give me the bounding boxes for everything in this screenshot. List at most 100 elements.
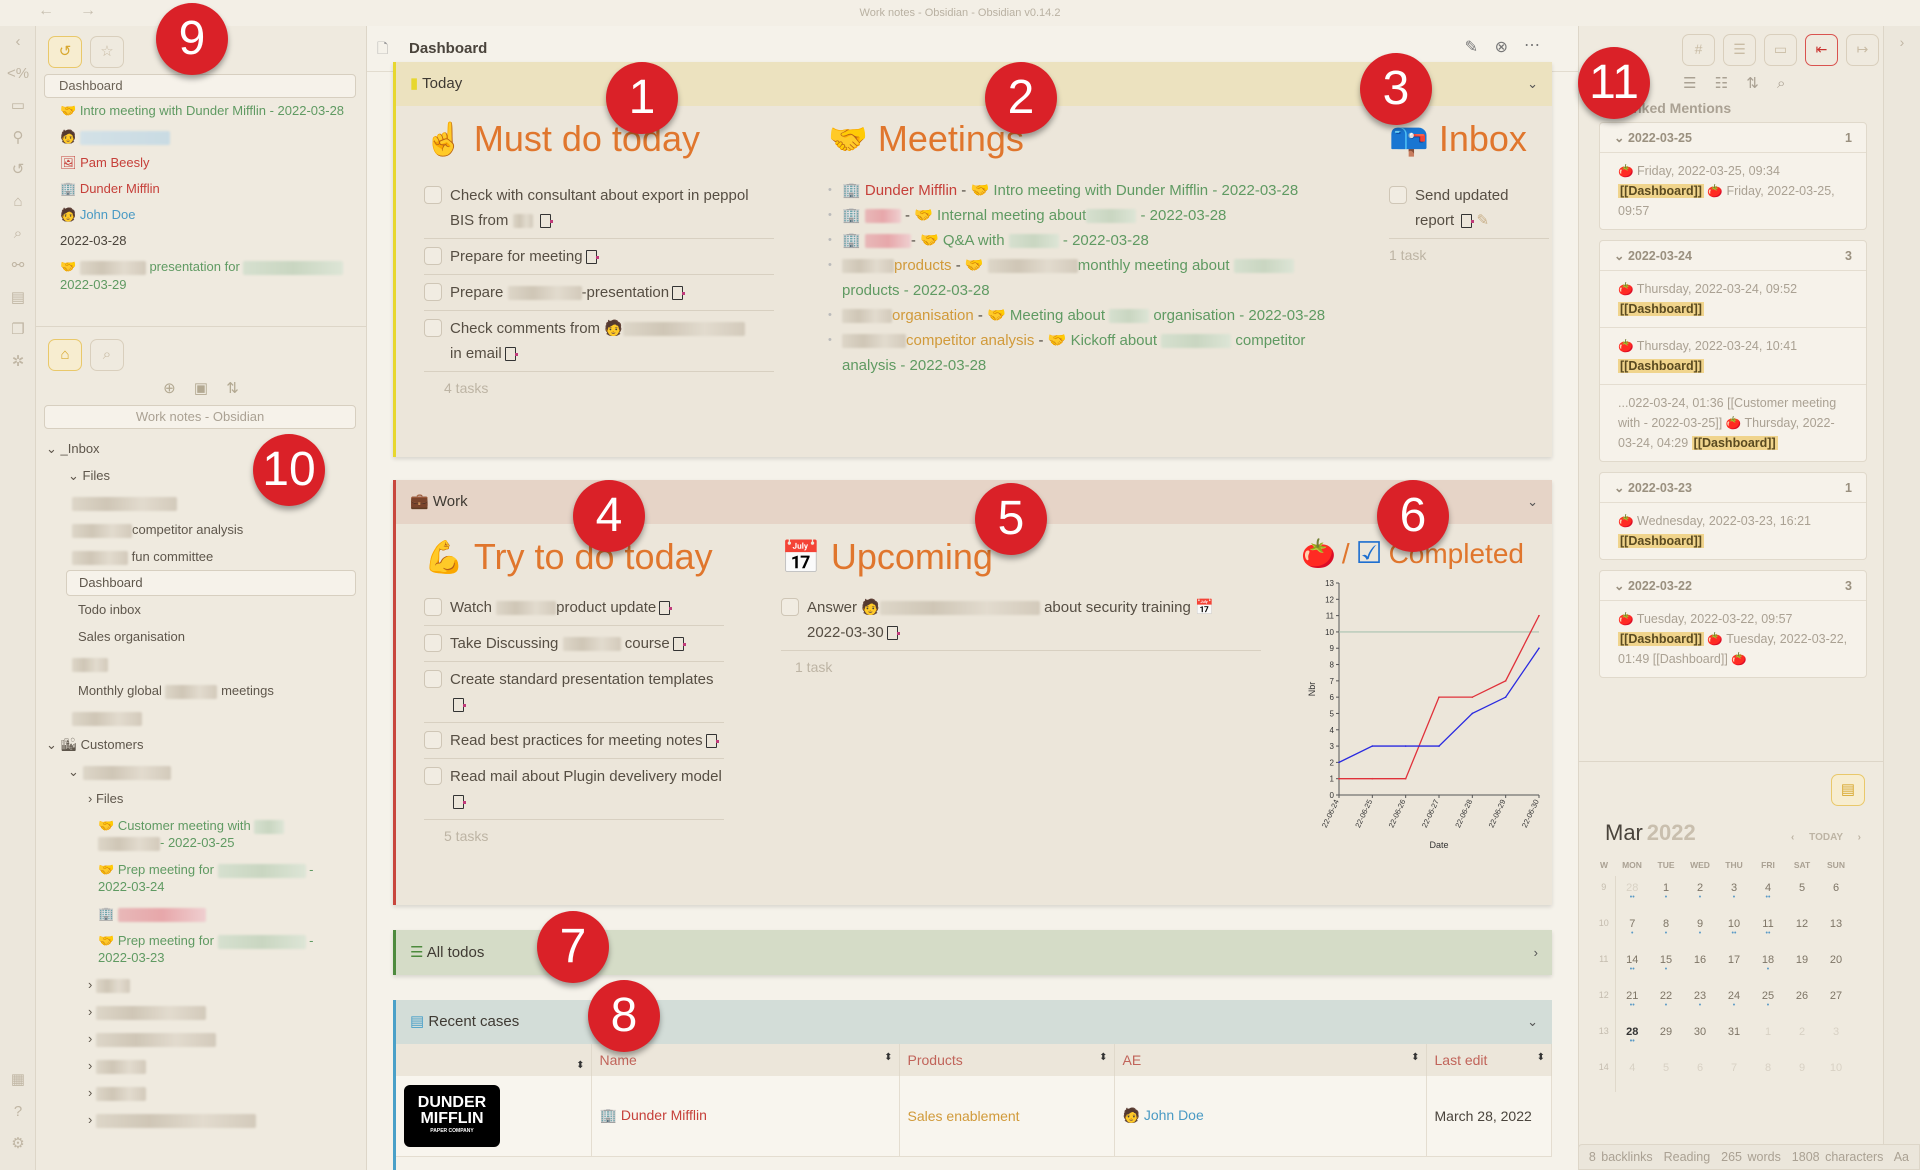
task-item[interactable]: Check comments from 🧑 in email [424, 311, 774, 372]
calendar-day[interactable]: 17 [1727, 954, 1741, 966]
new-note-icon[interactable]: ⊕ [163, 380, 176, 397]
task-item[interactable]: Prepare for meeting [424, 239, 774, 275]
tree-item[interactable]: Sales organisation [78, 629, 185, 644]
calendar-day[interactable]: 8 [1764, 1062, 1772, 1074]
today-button[interactable]: TODAY [1809, 832, 1843, 843]
task-item[interactable]: Check with consultant about export in pe… [424, 178, 774, 239]
tree-item[interactable]: 🤝 Customer meeting with - 2022-03-25 [46, 812, 366, 856]
calendar-day[interactable]: 10 [1829, 1062, 1843, 1074]
calendar-day[interactable]: 14 •• [1626, 954, 1639, 973]
mention-group-header[interactable]: ⌄ 2022-03-22 3 [1600, 571, 1866, 601]
settings-icon[interactable]: ⚙ [11, 1135, 25, 1152]
task-checkbox[interactable] [424, 283, 442, 301]
calendar-day[interactable]: 6 [1832, 882, 1840, 894]
meeting-item[interactable]: 🏢 - 🤝 Q&A with - 2022-03-28 [828, 228, 1328, 253]
calendar-day[interactable]: 25 • [1761, 990, 1775, 1009]
starred-tab[interactable]: ☆ [90, 36, 124, 68]
calendar-day[interactable]: 29 [1659, 1026, 1673, 1038]
template-button[interactable]: ▭ [1764, 34, 1797, 66]
task-checkbox[interactable] [424, 319, 442, 337]
recent-item[interactable]: 🖼 Pam Beesly [60, 155, 150, 170]
mention-item[interactable]: 🍅 Friday, 2022-03-25, 09:34 [[Dashboard]… [1618, 164, 1835, 218]
calendar-day[interactable]: 2 • [1696, 882, 1704, 901]
task-item[interactable]: Read mail about Plugin develivery model [424, 759, 724, 820]
collapse-results-icon[interactable]: ☰ [1683, 75, 1697, 92]
meeting-item[interactable]: products - 🤝 monthly meeting about produ… [828, 253, 1328, 303]
calendar-day[interactable]: 31 [1727, 1026, 1741, 1038]
tree-item[interactable]: 🤝 Prep meeting for -2022-03-24 [98, 862, 314, 894]
task-checkbox[interactable] [424, 598, 442, 616]
calendar-day[interactable]: 2 [1798, 1026, 1806, 1038]
calendar-day[interactable]: 28 •• [1626, 882, 1639, 901]
mention-group-header[interactable]: ⌄ 2022-03-23 1 [1600, 473, 1866, 503]
products-cell[interactable]: Sales enablement [899, 1076, 1115, 1157]
task-item[interactable]: Create standard presentation templates [424, 662, 724, 723]
calendar-day[interactable]: 26 [1795, 990, 1809, 1002]
search-icon[interactable]: ⌕ [1777, 75, 1786, 92]
chevron-down-icon[interactable]: ⌄ [1527, 1014, 1538, 1029]
column-header[interactable]: Last edit ⬍ [1426, 1044, 1552, 1076]
task-item[interactable]: Answer 🧑 about security training 📅 2022-0… [781, 590, 1261, 651]
edit-icon[interactable]: ✎ [1464, 39, 1478, 56]
task-checkbox[interactable] [424, 634, 442, 652]
template-icon[interactable]: ▭ [10, 97, 26, 114]
calendar-day[interactable]: 3 • [1730, 882, 1738, 901]
name-cell[interactable]: 🏢 Dunder Mifflin [591, 1076, 900, 1157]
new-folder-icon[interactable]: ▣ [193, 380, 209, 397]
tree-item[interactable]: 🤝 Prep meeting for -2022-03-23 [98, 933, 314, 965]
open-today-note-button[interactable]: ▤ [1831, 774, 1865, 806]
task-item[interactable]: Prepare -presentation [424, 275, 774, 311]
column-header[interactable]: Name ⬍ [591, 1044, 900, 1076]
column-header[interactable]: Products ⬍ [899, 1044, 1115, 1076]
outgoing-links-button[interactable]: ↦ [1846, 34, 1879, 66]
chevron-down-icon[interactable]: ⌄ [1527, 494, 1538, 509]
ae-cell[interactable]: 🧑 John Doe [1114, 1076, 1427, 1157]
tree-folder-inbox[interactable]: ⌄ _Inbox [46, 441, 100, 456]
recent-item[interactable]: 2022-03-28 [60, 233, 127, 248]
calendar-day[interactable]: 20 [1829, 954, 1843, 966]
calendar-day[interactable]: 13 [1829, 918, 1843, 930]
column-header[interactable]: ⬍ [396, 1044, 592, 1076]
next-month-button[interactable]: › [1857, 832, 1861, 843]
graph-icon[interactable]: ⚯ [11, 257, 25, 274]
tree-folder[interactable]: › Files [88, 791, 124, 806]
callout-header[interactable]: ▤ Recent cases ⌄ [396, 1000, 1552, 1044]
task-checkbox[interactable] [1389, 186, 1407, 204]
mode-indicator[interactable]: Reading [1663, 1150, 1711, 1164]
calendar-day[interactable]: 7 • [1629, 918, 1636, 937]
meeting-item[interactable]: organisation - 🤝 Meeting about organisat… [828, 303, 1328, 328]
font-toggle[interactable]: Aa [1893, 1150, 1909, 1164]
chevron-down-icon[interactable]: ⌄ [1527, 76, 1538, 91]
recent-filter-input[interactable]: Dashboard [44, 74, 356, 98]
tree-folder-customers[interactable]: ⌄ 🏙 Customers [46, 737, 144, 752]
sort-icon[interactable]: ⇅ [226, 380, 239, 397]
calendar-day[interactable]: 12 [1795, 918, 1809, 930]
calendar-day[interactable]: 7 [1730, 1062, 1738, 1074]
meeting-item[interactable]: competitor analysis - 🤝 Kickoff about co… [828, 328, 1328, 378]
tree-item-dashboard[interactable]: Dashboard [66, 570, 356, 596]
recent-item[interactable]: 🧑 [38, 124, 366, 150]
task-item[interactable]: Watch product update [424, 590, 724, 626]
mention-group-header[interactable]: ⌄ 2022-03-24 3 [1600, 241, 1866, 271]
calendar-day[interactable]: 27 [1829, 990, 1843, 1002]
calendar-day[interactable]: 3 [1832, 1026, 1840, 1038]
calendar-day[interactable]: 5 [1662, 1062, 1670, 1074]
recent-item[interactable]: 🏢 Dunder Mifflin [60, 181, 160, 196]
search-tab[interactable]: ⌕ [90, 339, 124, 371]
link-icon[interactable]: ⚲ [12, 129, 24, 146]
tree-item[interactable]: fun committee [46, 543, 366, 570]
calendar-day[interactable]: 10 •• [1727, 918, 1741, 937]
recent-files-tab[interactable]: ↺ [48, 36, 82, 68]
tree-item[interactable]: competitor analysis [46, 516, 366, 543]
help-icon[interactable]: ? [13, 1103, 23, 1120]
back-button[interactable]: ← [38, 2, 80, 19]
tree-item[interactable]: Todo inbox [78, 602, 141, 617]
sort-icon[interactable]: ⇅ [1746, 75, 1759, 92]
calendar-day[interactable]: 18 • [1761, 954, 1775, 973]
tree-item[interactable]: 🏢 [46, 900, 366, 927]
mention-item[interactable]: 🍅 Thursday, 2022-03-24, 10:41 [[Dashboar… [1600, 328, 1866, 385]
task-checkbox[interactable] [424, 731, 442, 749]
calendar-day[interactable]: 22 • [1659, 990, 1673, 1009]
task-checkbox[interactable] [424, 670, 442, 688]
mention-item[interactable]: ...022-03-24, 01:36 [[Customer meeting w… [1618, 396, 1837, 450]
